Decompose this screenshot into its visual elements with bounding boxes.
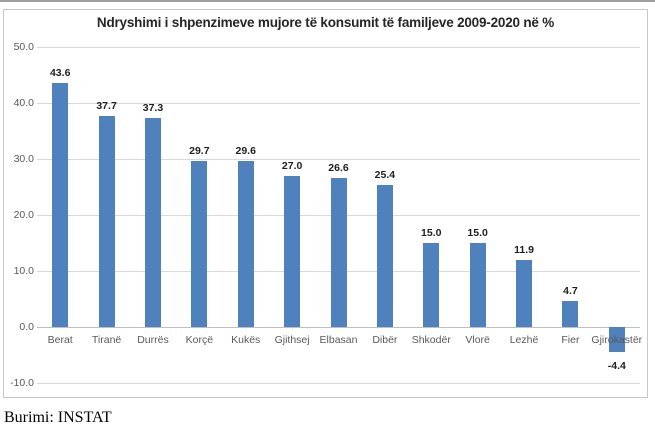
bar-value-label: 37.7: [96, 99, 117, 112]
gridline: [37, 159, 640, 160]
bar-value-label: 29.6: [235, 145, 256, 158]
bar: [562, 300, 579, 327]
x-axis-category-label: Elbasan: [319, 334, 358, 346]
x-axis-line: [37, 327, 640, 328]
x-axis-category-label: Kukës: [231, 334, 261, 346]
bar: [516, 260, 533, 327]
y-axis-tick-label: 30.0: [13, 153, 34, 165]
plot-area: 50.0 40.0 30.0 20.0 10.0 0.0 -10.0 43.6 Berat 37.…: [4, 10, 647, 397]
top-border-line: [0, 0, 655, 2]
bar: [98, 115, 115, 327]
bar: [52, 82, 69, 327]
y-axis-tick-label: 10.0: [13, 265, 34, 277]
gridline: [37, 103, 640, 104]
y-axis-tick-label: 50.0: [13, 41, 34, 53]
x-axis-category-label: Lezhë: [509, 334, 539, 346]
x-axis-category-label: Dibër: [372, 334, 398, 346]
bar-value-label: 43.6: [49, 66, 71, 79]
y-axis-tick-label: 40.0: [13, 97, 34, 109]
bar: [608, 327, 625, 352]
bar-value-label: 11.9: [514, 244, 534, 257]
bar: [423, 243, 440, 327]
x-axis-category-label: Fier: [561, 334, 580, 346]
bar-chart: Ndryshimi i shpenzimeve mujore të konsum…: [3, 9, 648, 398]
x-axis-category-label: Durrës: [137, 334, 169, 346]
bar: [284, 175, 301, 327]
bar: [191, 160, 208, 327]
bar: [330, 178, 347, 327]
x-axis-category-label: Berat: [47, 334, 73, 346]
bar: [144, 118, 161, 327]
bar-value-label: -4.4: [607, 359, 626, 372]
gridline: [37, 383, 640, 384]
gridline: [37, 47, 640, 48]
bar-value-label: 27.0: [281, 159, 303, 172]
bar-value-label: 4.7: [563, 284, 578, 297]
bar: [469, 243, 486, 327]
bar-value-label: 15.0: [467, 227, 488, 239]
x-axis-category-label: Korçë: [185, 334, 214, 346]
bar: [237, 161, 254, 327]
y-axis-tick-label: 0.0: [19, 321, 34, 333]
x-axis-category-label: Gjirokastër: [591, 334, 643, 346]
y-axis-tick-label: -10.0: [10, 377, 34, 389]
bar-value-label: 37.3: [142, 102, 164, 115]
x-axis-category-label: Vlorë: [465, 334, 490, 346]
source-caption: Burimi: INSTAT: [4, 409, 112, 426]
bar-value-label: 29.7: [189, 144, 210, 157]
x-axis-category-label: Gjithsej: [274, 334, 310, 346]
bar-value-label: 25.4: [374, 168, 396, 181]
chart-title: Ndryshimi i shpenzimeve mujore të konsum…: [96, 15, 555, 30]
x-axis-category-label: Shkodër: [411, 334, 451, 346]
x-axis-category-label: Tiranë: [91, 334, 122, 346]
bar: [376, 184, 393, 327]
bar-value-label: 26.6: [328, 162, 349, 175]
y-axis-tick-label: 20.0: [13, 209, 34, 221]
bar-value-label: 15.0: [421, 227, 442, 239]
